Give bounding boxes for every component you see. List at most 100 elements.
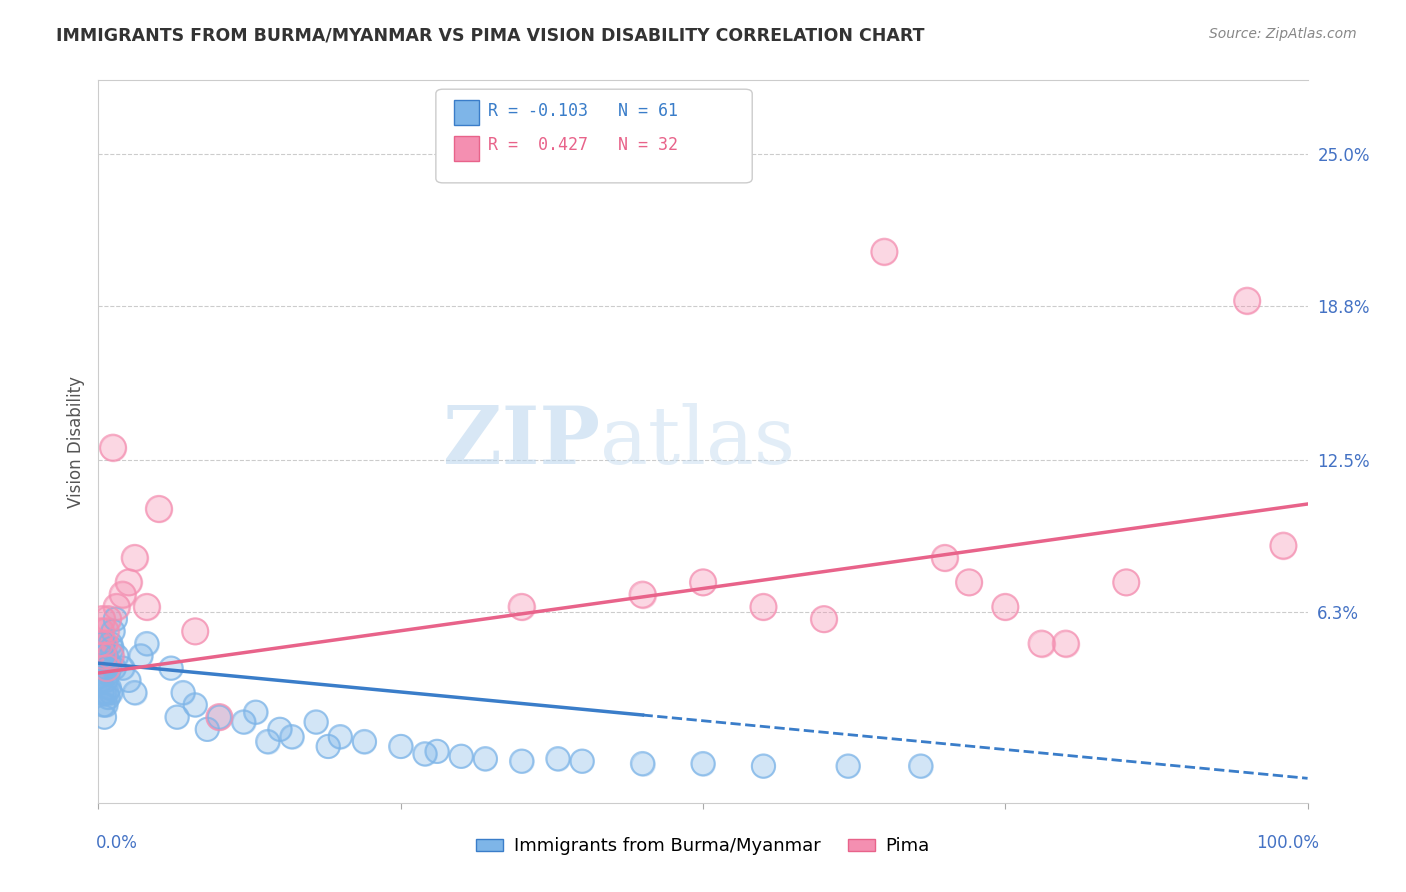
Point bbox=[105, 648, 128, 663]
Point bbox=[124, 550, 146, 565]
Point bbox=[1031, 637, 1053, 651]
Point bbox=[305, 714, 328, 729]
Point bbox=[100, 641, 122, 656]
Point bbox=[172, 685, 194, 699]
Point bbox=[232, 714, 254, 729]
Point bbox=[184, 624, 207, 639]
Point bbox=[474, 752, 496, 766]
Point bbox=[148, 502, 170, 516]
Point bbox=[100, 637, 122, 651]
Point bbox=[305, 714, 328, 729]
Point bbox=[97, 612, 120, 626]
Point bbox=[571, 754, 593, 768]
Point bbox=[166, 710, 188, 724]
Point bbox=[105, 599, 128, 614]
Point bbox=[166, 710, 188, 724]
Point bbox=[90, 673, 112, 688]
Point bbox=[994, 599, 1017, 614]
Point bbox=[94, 624, 117, 639]
Point bbox=[281, 730, 304, 744]
Point bbox=[692, 756, 714, 771]
Point bbox=[547, 752, 569, 766]
Point bbox=[94, 698, 117, 712]
Text: Source: ZipAtlas.com: Source: ZipAtlas.com bbox=[1209, 27, 1357, 41]
Point bbox=[91, 685, 114, 699]
Point bbox=[752, 599, 775, 614]
Point bbox=[316, 739, 339, 754]
Point bbox=[510, 599, 533, 614]
Point bbox=[101, 624, 124, 639]
Point bbox=[111, 588, 134, 602]
Point bbox=[103, 661, 125, 675]
Point bbox=[1115, 575, 1137, 590]
Point bbox=[93, 661, 115, 675]
Point bbox=[97, 665, 120, 680]
Point bbox=[90, 624, 112, 639]
Point bbox=[692, 575, 714, 590]
Point bbox=[135, 637, 157, 651]
Point bbox=[245, 705, 267, 719]
Point bbox=[957, 575, 980, 590]
Point bbox=[94, 624, 117, 639]
Point bbox=[91, 637, 114, 651]
Point bbox=[91, 661, 114, 675]
Point bbox=[510, 599, 533, 614]
Point bbox=[837, 759, 859, 773]
Point bbox=[93, 685, 115, 699]
Point bbox=[100, 637, 122, 651]
Point bbox=[111, 661, 134, 675]
Point bbox=[96, 661, 118, 675]
Point bbox=[97, 612, 120, 626]
Point bbox=[208, 710, 231, 724]
Point bbox=[232, 714, 254, 729]
Point bbox=[692, 756, 714, 771]
Point bbox=[91, 637, 114, 651]
Point bbox=[100, 641, 122, 656]
Point bbox=[910, 759, 932, 773]
Point bbox=[135, 599, 157, 614]
Point bbox=[97, 690, 120, 705]
Point bbox=[631, 588, 654, 602]
Point bbox=[124, 685, 146, 699]
Point bbox=[100, 685, 122, 699]
Text: 0.0%: 0.0% bbox=[96, 834, 138, 852]
Point bbox=[97, 690, 120, 705]
Point bbox=[100, 648, 122, 663]
Point bbox=[160, 661, 183, 675]
Point bbox=[124, 550, 146, 565]
Point bbox=[91, 685, 114, 699]
Point bbox=[547, 752, 569, 766]
Point bbox=[104, 612, 127, 626]
Point bbox=[195, 723, 218, 737]
Text: IMMIGRANTS FROM BURMA/MYANMAR VS PIMA VISION DISABILITY CORRELATION CHART: IMMIGRANTS FROM BURMA/MYANMAR VS PIMA VI… bbox=[56, 27, 925, 45]
Point bbox=[256, 734, 278, 748]
Point bbox=[135, 599, 157, 614]
Point bbox=[91, 612, 114, 626]
Point bbox=[631, 588, 654, 602]
Point bbox=[353, 734, 375, 748]
Point bbox=[329, 730, 352, 744]
Point bbox=[160, 661, 183, 675]
Point bbox=[90, 648, 112, 663]
Point bbox=[100, 648, 122, 663]
Point bbox=[89, 637, 111, 651]
Point bbox=[124, 685, 146, 699]
Point bbox=[450, 749, 472, 764]
Point bbox=[1236, 293, 1258, 308]
Point bbox=[148, 502, 170, 516]
Point bbox=[91, 698, 114, 712]
Point bbox=[94, 698, 117, 712]
Point bbox=[105, 599, 128, 614]
Point bbox=[413, 747, 436, 761]
Point bbox=[96, 661, 118, 675]
Text: 100.0%: 100.0% bbox=[1256, 834, 1319, 852]
Point bbox=[118, 673, 141, 688]
Point bbox=[91, 661, 114, 675]
Point bbox=[94, 673, 117, 688]
Point bbox=[269, 723, 291, 737]
Point bbox=[90, 648, 112, 663]
Point bbox=[329, 730, 352, 744]
Point bbox=[91, 648, 114, 663]
Legend: Immigrants from Burma/Myanmar, Pima: Immigrants from Burma/Myanmar, Pima bbox=[468, 830, 938, 863]
Point bbox=[111, 588, 134, 602]
